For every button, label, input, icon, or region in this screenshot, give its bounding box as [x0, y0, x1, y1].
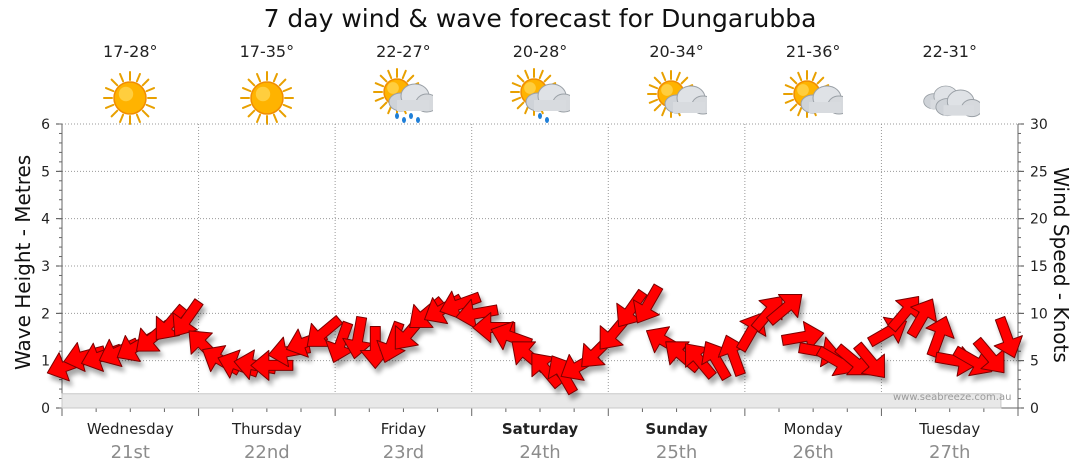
- temperature-range: 20-28°: [512, 42, 568, 61]
- right-tick-label: 10: [1030, 306, 1048, 322]
- sun-icon: [237, 68, 297, 128]
- day-name-label: Friday: [380, 420, 427, 438]
- day-name-label: Thursday: [231, 420, 302, 438]
- wind-arrow-shape: [765, 293, 803, 326]
- day-name-label: Wednesday: [86, 420, 174, 438]
- sun-cloud-icon: [783, 68, 851, 128]
- temperature-range: 22-31°: [922, 42, 977, 61]
- day-date-label: 21st: [110, 442, 150, 463]
- wind-arrow: [906, 298, 938, 339]
- wind-arrow-shape: [925, 315, 955, 359]
- wave-height-area: [61, 393, 1002, 409]
- cloud-icon: [920, 68, 983, 128]
- chart-title: 7 day wind & wave forecast for Dungarubb…: [263, 4, 817, 33]
- temperature-range: 22-27°: [376, 42, 431, 61]
- day-date-label: 25th: [655, 442, 698, 463]
- left-tick-label: 2: [41, 306, 50, 322]
- wind-arrows: [46, 283, 1023, 396]
- wind-arrow: [853, 341, 885, 379]
- wind-arrow-shape: [906, 298, 938, 339]
- wave-area: [61, 393, 1002, 409]
- day-date-label: 24th: [519, 442, 561, 463]
- wind-arrow-shape: [993, 315, 1023, 359]
- wind-arrow: [250, 349, 294, 381]
- sun-icon: [100, 68, 160, 128]
- right-tick-label: 15: [1030, 259, 1048, 275]
- temperature-range: 20-34°: [649, 42, 704, 61]
- right-tick-label: 5: [1030, 354, 1039, 370]
- day-date-label: 22nd: [243, 442, 290, 463]
- wind-arrow-shape: [665, 341, 702, 374]
- left-tick-label: 3: [41, 259, 50, 275]
- left-tick-label: 0: [41, 401, 50, 417]
- day-name-label: Tuesday: [919, 420, 981, 438]
- right-axis-label: Wind Speed - Knots: [1049, 167, 1073, 363]
- day-date-label: 27th: [929, 442, 971, 463]
- right-tick-label: 20: [1030, 212, 1048, 228]
- temperature-range: 21-36°: [785, 42, 841, 61]
- credit-text: www.seabreeze.com.au: [893, 392, 1012, 403]
- right-tick-label: 25: [1030, 164, 1048, 180]
- wind-arrow-shape: [472, 312, 516, 344]
- left-tick-label: 6: [41, 117, 50, 133]
- sun-cloud-icon: [646, 68, 715, 128]
- wind-arrow-shape: [632, 283, 664, 324]
- left-tick-label: 1: [41, 354, 50, 370]
- day-name-label: Saturday: [501, 420, 579, 438]
- sun-cloud-drizzle-icon: [510, 68, 576, 128]
- wind-arrow: [765, 293, 803, 326]
- day-date-label: 23rd: [382, 442, 425, 463]
- wind-arrow: [993, 315, 1023, 359]
- left-tick-label: 4: [41, 212, 50, 228]
- day-name-label: Monday: [783, 420, 843, 438]
- day-date-label: 26th: [792, 442, 834, 463]
- wind-arrow: [665, 341, 702, 374]
- left-axis-label: Wave Height - Metres: [11, 154, 35, 370]
- wind-arrow: [925, 315, 955, 359]
- wind-arrow-shape: [853, 341, 885, 379]
- sun-cloud-rain-icon: [373, 68, 439, 128]
- wind-arrow: [632, 283, 664, 324]
- day-name-label: Sunday: [645, 420, 708, 438]
- left-tick-label: 5: [41, 164, 50, 180]
- wind-arrow-shape: [250, 349, 294, 381]
- right-tick-label: 0: [1030, 401, 1039, 417]
- wind-arrow: [172, 298, 204, 337]
- right-tick-label: 30: [1030, 117, 1048, 133]
- wind-arrow-shape: [172, 298, 204, 337]
- temperature-range: 17-35°: [239, 42, 295, 61]
- temperature-range: 17-28°: [103, 42, 158, 61]
- wind-arrow: [472, 312, 516, 344]
